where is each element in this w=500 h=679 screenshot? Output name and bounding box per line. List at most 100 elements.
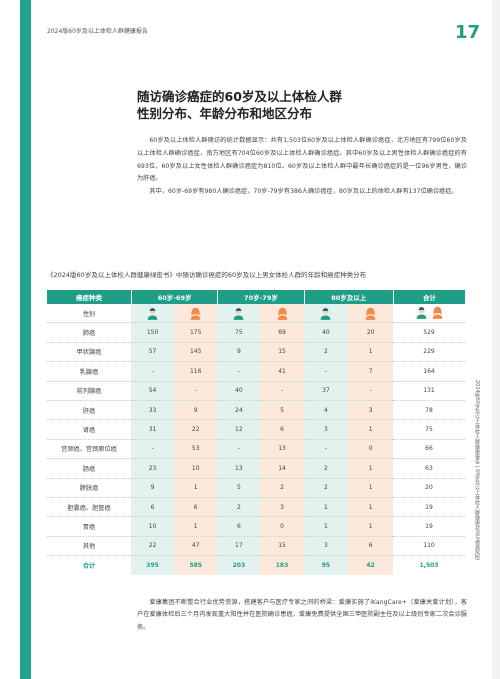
value-cell: 3 xyxy=(303,536,349,557)
gender-male-cell xyxy=(217,304,261,324)
header-age-80-plus: 80岁及以上 xyxy=(303,290,393,304)
value-cell: 0 xyxy=(260,517,304,537)
value-cell: - xyxy=(217,362,261,382)
value-cell: 9 xyxy=(174,400,218,421)
value-cell: 1,503 xyxy=(393,556,465,576)
value-cell: 1 xyxy=(348,420,393,440)
value-cell: 31 xyxy=(131,420,175,440)
value-cell: 75 xyxy=(217,323,261,343)
value-cell: 20 xyxy=(348,323,393,343)
cancer-type-cell: 胆囊癌、胆管癌 xyxy=(47,498,131,518)
table-row: 前列腺癌 54-40-37-131 xyxy=(47,381,465,401)
value-cell: 9 xyxy=(131,478,175,498)
side-vertical-text: 2024版60岁及以上体检人群健康报告 | 60岁及以上体检人群健康状况与慢病风… xyxy=(474,380,480,561)
table-row: 胃癌 10 1 6 0 1 1 19 xyxy=(47,517,465,537)
right-edge-strip xyxy=(492,0,500,679)
value-cell: - xyxy=(131,439,175,460)
value-cell: 7 xyxy=(348,362,393,382)
value-cell: 69 xyxy=(260,323,304,343)
female-person-icon xyxy=(277,307,287,321)
value-cell: 585 xyxy=(174,556,218,576)
female-person-icon xyxy=(190,307,201,321)
value-cell: 116 xyxy=(174,362,218,382)
value-cell: 164 xyxy=(393,362,465,382)
gender-male-cell xyxy=(303,304,349,324)
value-cell: 1 xyxy=(174,478,218,498)
male-person-icon xyxy=(147,308,158,321)
gender-female-cell xyxy=(174,304,218,324)
value-cell: 1 xyxy=(348,342,393,363)
table-row: 宫颈癌、宫颈原位癌 -53-13-0 66 xyxy=(47,439,465,460)
cancer-type-cell: 前列腺癌 xyxy=(47,382,131,401)
value-cell: 15 xyxy=(260,536,304,557)
value-cell: 203 xyxy=(217,556,261,576)
value-cell: 47 xyxy=(174,536,218,557)
value-cell: 4 xyxy=(303,400,349,421)
cancer-type-cell: 膀胱癌 xyxy=(47,479,131,498)
value-cell: 19 xyxy=(393,517,465,537)
value-cell: 529 xyxy=(393,323,465,343)
value-cell: 6 xyxy=(174,497,218,518)
value-cell: 183 xyxy=(260,556,304,576)
gender-male-cell xyxy=(131,304,175,324)
value-cell: 2 xyxy=(303,342,349,363)
value-cell: 13 xyxy=(260,439,304,460)
value-cell: 1 xyxy=(348,459,393,479)
value-cell: 1 xyxy=(303,517,349,537)
value-cell: 10 xyxy=(131,517,175,537)
intro-paragraph-2: 其中，60岁-69岁有980人确诊癌症，70岁-79岁有386人确诊癌症，80岁… xyxy=(149,188,458,196)
female-person-icon xyxy=(365,307,376,321)
value-cell: 3 xyxy=(348,400,393,421)
cancer-type-cell: 肝癌 xyxy=(47,401,131,421)
female-person-icon xyxy=(432,306,442,320)
value-cell: 10 xyxy=(174,459,218,479)
value-cell: 2 xyxy=(217,497,261,518)
left-accent-bar xyxy=(20,0,31,679)
cancer-type-cell: 乳腺癌 xyxy=(47,362,131,382)
value-cell: 13 xyxy=(217,459,261,479)
value-cell: 6 xyxy=(260,420,304,440)
value-cell: 78 xyxy=(393,400,465,421)
gender-label: 性别 xyxy=(47,304,131,324)
value-cell: 40 xyxy=(217,381,261,401)
value-cell: 150 xyxy=(131,323,175,343)
value-cell: 1 xyxy=(303,497,349,518)
value-cell: 6 xyxy=(131,497,175,518)
value-cell: 17 xyxy=(217,536,261,557)
cancer-distribution-table: 癌症种类 60岁-69岁 70岁-79岁 80岁及以上 合计 性别 肺癌 150 17… xyxy=(47,290,465,576)
gender-total-cell xyxy=(393,304,465,324)
value-cell: 3 xyxy=(260,497,304,518)
value-cell: 42 xyxy=(348,556,393,576)
value-cell: 6 xyxy=(217,517,261,537)
table-row: 膀胱癌 9 1 5 2 2 1 20 xyxy=(47,478,465,498)
table-header-row: 癌症种类 60岁-69岁 70岁-79岁 80岁及以上 合计 xyxy=(47,290,465,304)
value-cell: 1 xyxy=(348,517,393,537)
cancer-type-cell: 宫颈癌、宫颈原位癌 xyxy=(47,440,131,460)
value-cell: 5 xyxy=(260,400,304,421)
value-cell: 6 xyxy=(348,536,393,557)
cancer-type-cell: 合计 xyxy=(82,563,96,571)
value-cell: 24 xyxy=(217,400,261,421)
value-cell: 229 xyxy=(393,342,465,363)
header-total: 合计 xyxy=(393,290,465,304)
value-cell: 22 xyxy=(131,536,175,557)
value-cell: 15 xyxy=(260,342,304,363)
table-row: 肝癌 33 9 24 5 4 3 78 xyxy=(47,400,465,421)
cancer-type-cell: 胃癌 xyxy=(47,517,131,537)
table-row: 乳腺癌 -116-41-7 164 xyxy=(47,362,465,382)
value-cell: 395 xyxy=(131,556,175,576)
section-title-line2: 性别分布、年龄分布和地区分布 xyxy=(137,106,313,121)
total-row: 合计 395 585 203 183 95 42 1,503 xyxy=(47,556,465,576)
value-cell: 57 xyxy=(131,342,175,363)
value-cell: 95 xyxy=(303,556,349,576)
cancer-type-cell: 其他 xyxy=(47,537,131,557)
value-cell: 37 xyxy=(303,381,349,401)
section-title-line1: 随访确诊癌症的60岁及以上体检人群 xyxy=(137,89,342,104)
value-cell: 54 xyxy=(131,381,175,401)
value-cell: 1 xyxy=(348,497,393,518)
value-cell: - xyxy=(217,439,261,460)
value-cell: 110 xyxy=(393,536,465,557)
value-cell: 22 xyxy=(174,420,218,440)
table-row: 肠癌 23 10 13 14 2 1 63 xyxy=(47,459,465,479)
value-cell: - xyxy=(303,439,349,460)
